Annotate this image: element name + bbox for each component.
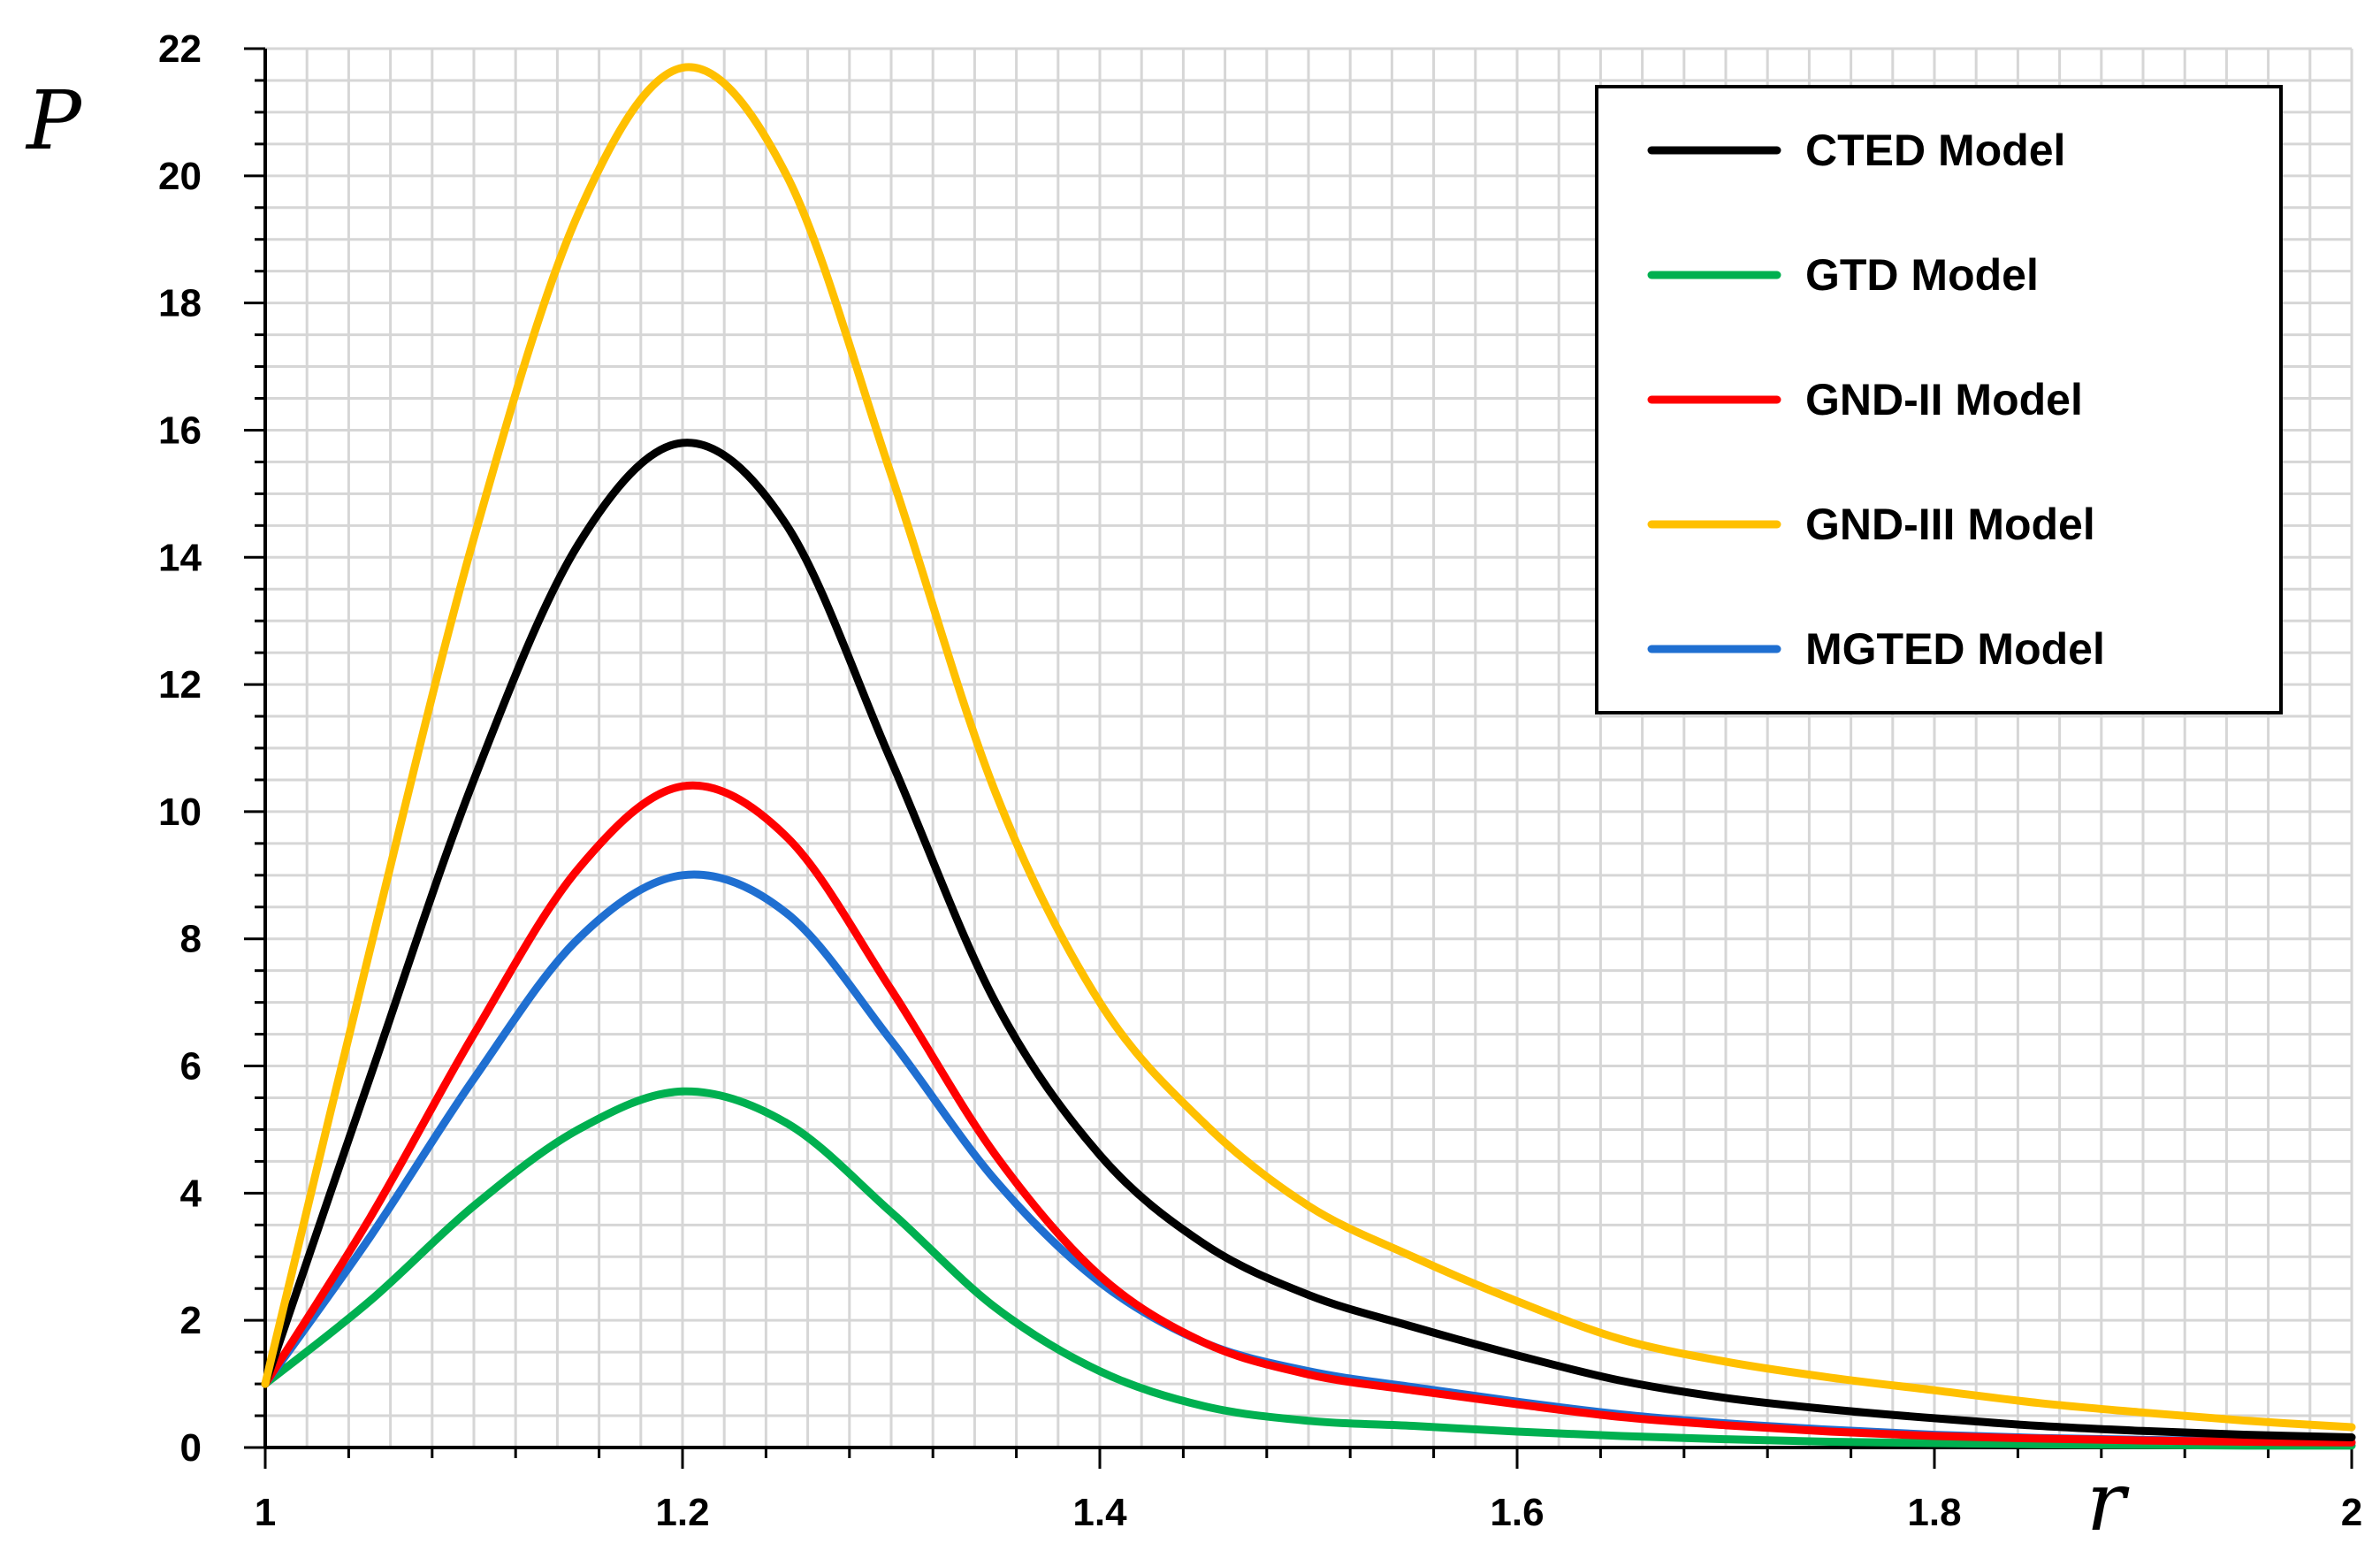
y-tick-label: 20 bbox=[158, 155, 202, 198]
series-line-gnd-ii-model bbox=[261, 781, 2356, 1447]
x-axis-title: r bbox=[2086, 1455, 2130, 1549]
x-tick-label: 1.6 bbox=[1490, 1491, 1544, 1534]
series-lines bbox=[261, 63, 2356, 1450]
series-line-gnd-iii-model bbox=[261, 63, 2356, 1432]
y-tick-label: 10 bbox=[158, 791, 202, 834]
x-tick-label: 1.4 bbox=[1072, 1491, 1127, 1534]
y-axis-title: P bbox=[25, 73, 83, 168]
legend-label: GND-II Model bbox=[1805, 375, 2083, 424]
legend-label: MGTED Model bbox=[1805, 624, 2105, 674]
x-tick-label: 2 bbox=[2341, 1491, 2362, 1534]
y-tick-label: 18 bbox=[158, 282, 202, 325]
x-tick-label: 1.8 bbox=[1907, 1491, 1961, 1534]
tick-labels: 0 2 4 6 8 10 12 14 16 18 20 22 1 1.2 1.4 1.6 1.8 2 bbox=[158, 27, 2362, 1534]
y-tick-label: 12 bbox=[158, 663, 202, 707]
y-tick-label: 22 bbox=[158, 27, 202, 71]
grid bbox=[263, 47, 2353, 1449]
series-line-gtd-model bbox=[261, 1087, 2356, 1450]
legend-label: CTED Model bbox=[1805, 126, 2065, 175]
legend-label: GND-III Model bbox=[1805, 500, 2095, 549]
legend: CTED Model GTD Model GND-II Model GND-III M… bbox=[1595, 85, 2283, 714]
legend-label: GTD Model bbox=[1805, 250, 2039, 300]
x-tick-label: 1 bbox=[255, 1491, 276, 1534]
y-tick-label: 2 bbox=[180, 1299, 202, 1342]
y-tick-label: 8 bbox=[180, 918, 202, 961]
y-tick-label: 0 bbox=[180, 1426, 202, 1470]
y-tick-label: 14 bbox=[158, 536, 202, 579]
y-tick-label: 4 bbox=[180, 1172, 202, 1215]
y-tick-label: 6 bbox=[180, 1045, 202, 1089]
x-tick-label: 1.2 bbox=[655, 1491, 709, 1534]
series-line-cted-model bbox=[261, 439, 2356, 1441]
y-tick-label: 16 bbox=[158, 409, 202, 452]
